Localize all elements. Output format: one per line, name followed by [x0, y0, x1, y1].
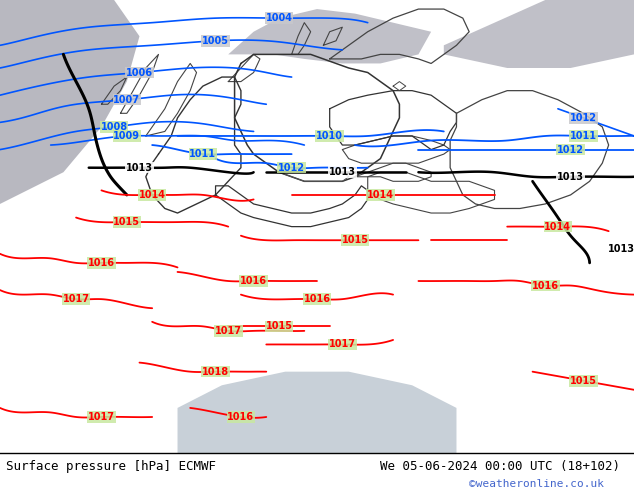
- Text: 1010: 1010: [316, 131, 343, 141]
- Text: ©weatheronline.co.uk: ©weatheronline.co.uk: [469, 480, 604, 490]
- Polygon shape: [228, 9, 431, 64]
- Text: 1015: 1015: [570, 376, 597, 386]
- Text: 1014: 1014: [367, 190, 394, 200]
- Text: 1005: 1005: [202, 36, 229, 46]
- Text: 1013: 1013: [329, 167, 356, 177]
- Text: 1014: 1014: [545, 221, 571, 232]
- Text: 1015: 1015: [266, 321, 292, 331]
- Text: 1015: 1015: [342, 235, 368, 245]
- Text: We 05-06-2024 00:00 UTC (18+102): We 05-06-2024 00:00 UTC (18+102): [380, 460, 621, 473]
- Text: 1006: 1006: [126, 68, 153, 77]
- Text: 1011: 1011: [190, 149, 216, 159]
- Text: 1017: 1017: [88, 412, 115, 422]
- Text: 1008: 1008: [101, 122, 127, 132]
- Text: 1017: 1017: [63, 294, 89, 304]
- Text: 1017: 1017: [215, 326, 242, 336]
- Text: 1014: 1014: [139, 190, 165, 200]
- Text: 1016: 1016: [304, 294, 330, 304]
- Polygon shape: [444, 0, 634, 68]
- Text: 1007: 1007: [113, 95, 140, 105]
- Text: 1012: 1012: [570, 113, 597, 123]
- Text: 1017: 1017: [329, 340, 356, 349]
- Text: 1012: 1012: [278, 163, 305, 172]
- Polygon shape: [178, 371, 456, 453]
- Text: 1013: 1013: [126, 163, 153, 172]
- Text: 1016: 1016: [228, 412, 254, 422]
- Polygon shape: [0, 0, 139, 204]
- Text: 1018: 1018: [202, 367, 229, 377]
- Text: 1013: 1013: [608, 245, 634, 254]
- Text: 1016: 1016: [532, 281, 559, 291]
- Text: 1015: 1015: [113, 217, 140, 227]
- Text: 1004: 1004: [266, 13, 292, 23]
- Text: 1009: 1009: [113, 131, 140, 141]
- Text: 1011: 1011: [570, 131, 597, 141]
- Text: 1013: 1013: [557, 172, 584, 182]
- Text: 1016: 1016: [88, 258, 115, 268]
- Text: 1012: 1012: [557, 145, 584, 154]
- Text: 1016: 1016: [240, 276, 267, 286]
- Text: Surface pressure [hPa] ECMWF: Surface pressure [hPa] ECMWF: [6, 460, 216, 473]
